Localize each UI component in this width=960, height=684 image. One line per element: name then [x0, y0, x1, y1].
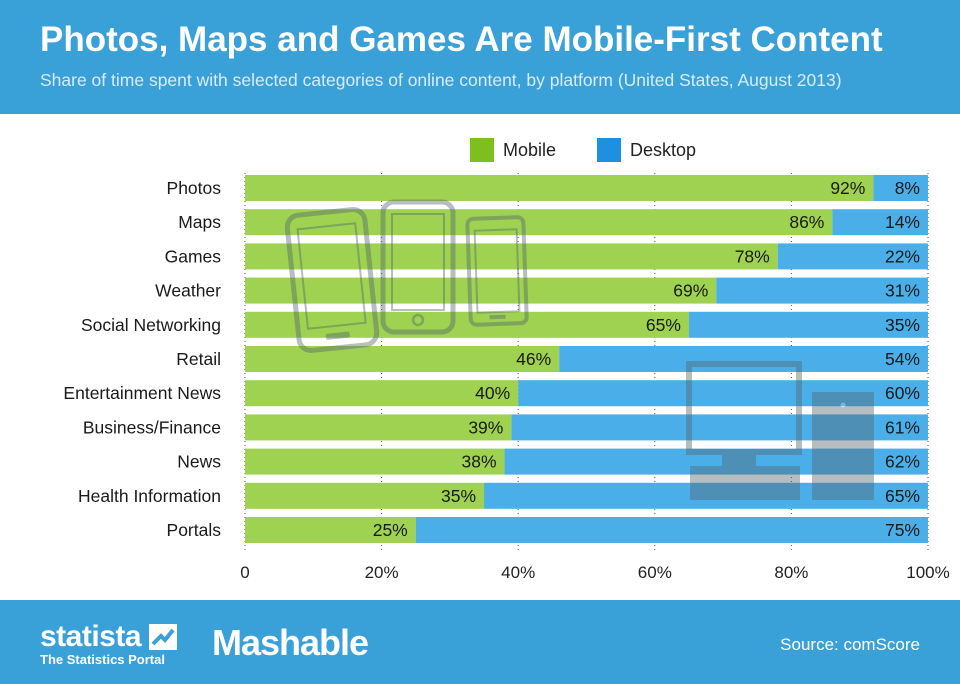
x-tick-label: 80% — [774, 563, 808, 582]
value-label-desktop: 14% — [885, 212, 920, 232]
category-label: Entertainment News — [63, 383, 221, 403]
bar-mobile — [245, 209, 833, 236]
legend-item-desktop: Desktop — [597, 138, 696, 162]
bar-mobile — [245, 448, 505, 475]
bar-mobile — [245, 277, 717, 304]
legend-swatch-mobile — [470, 138, 494, 162]
category-label: Business/Finance — [83, 417, 221, 437]
value-label-mobile: 40% — [475, 383, 510, 403]
bar-mobile — [245, 346, 560, 372]
value-label-mobile: 86% — [789, 212, 824, 232]
legend-label-desktop: Desktop — [630, 139, 697, 160]
value-label-desktop: 61% — [885, 417, 920, 437]
bar-desktop — [511, 414, 928, 441]
header-banner: Photos, Maps and Games Are Mobile-First … — [0, 0, 960, 114]
category-label: Portals — [167, 520, 222, 540]
value-label-mobile: 38% — [462, 452, 497, 472]
bar-desktop — [484, 482, 928, 509]
bar-mobile — [245, 517, 416, 543]
category-label: Games — [165, 246, 222, 266]
bar-desktop — [873, 175, 928, 201]
value-label-desktop: 54% — [885, 349, 920, 369]
category-label: Weather — [155, 281, 221, 301]
value-label-mobile: 35% — [441, 486, 476, 506]
statista-flag-icon — [149, 624, 177, 650]
value-label-mobile: 39% — [468, 417, 503, 437]
category-label: News — [177, 452, 221, 472]
bar-mobile — [245, 243, 778, 270]
mashable-logo: Mashable — [212, 622, 369, 663]
footer-banner: statista The Statistics Portal Mashable … — [0, 600, 960, 684]
statista-tagline: The Statistics Portal — [40, 652, 165, 667]
bar-mobile — [245, 414, 512, 441]
value-label-desktop: 65% — [885, 486, 920, 506]
bar-desktop — [504, 448, 928, 475]
value-label-mobile: 92% — [830, 178, 865, 198]
value-label-desktop: 75% — [885, 520, 920, 540]
bar-layer — [245, 175, 928, 543]
x-tick-label: 60% — [638, 563, 672, 582]
chart-subtitle: Share of time spent with selected catego… — [40, 70, 842, 90]
bar-desktop — [777, 243, 928, 270]
legend-swatch-desktop — [597, 138, 621, 162]
value-label-desktop: 22% — [885, 246, 920, 266]
bar-mobile — [245, 175, 874, 201]
bar-mobile — [245, 380, 519, 407]
value-label-desktop: 62% — [885, 452, 920, 472]
legend-label-mobile: Mobile — [503, 139, 557, 160]
x-tick-label: 20% — [365, 563, 399, 582]
bar-desktop — [415, 517, 928, 543]
value-label-mobile: 78% — [735, 246, 770, 266]
bar-mobile — [245, 311, 689, 338]
value-label-mobile: 65% — [646, 315, 681, 335]
value-label-desktop: 8% — [895, 178, 920, 198]
smartphone-icon — [465, 215, 529, 327]
device-watermark — [284, 199, 874, 500]
bar-desktop — [716, 277, 928, 304]
x-tick-label: 0 — [240, 563, 249, 582]
smartphone-icon — [284, 206, 380, 354]
chart-canvas: 0 20% 40% 60% 80% 100% Photos 92% 8% Maps 86% 14% Ga… — [63, 173, 950, 582]
bar-desktop — [518, 380, 928, 407]
value-label-mobile: 25% — [373, 520, 408, 540]
value-label-desktop: 35% — [885, 315, 920, 335]
value-label-mobile: 69% — [673, 281, 708, 301]
category-label: Social Networking — [81, 315, 221, 335]
value-label-mobile: 46% — [516, 349, 551, 369]
desktop-computer-icon — [686, 361, 874, 500]
statista-logo: statista — [40, 620, 142, 653]
bar-desktop — [832, 209, 928, 236]
legend-item-mobile: Mobile — [470, 138, 556, 162]
x-tick-label: 100% — [906, 563, 949, 582]
bar-desktop — [688, 311, 928, 338]
category-label: Maps — [178, 212, 221, 232]
bar-desktop — [559, 346, 928, 372]
label-layer: 0 20% 40% 60% 80% 100% Photos 92% 8% Maps 86% 14% Ga… — [63, 178, 949, 582]
value-label-desktop: 60% — [885, 383, 920, 403]
x-tick-label: 40% — [501, 563, 535, 582]
category-label: Health Information — [78, 486, 221, 506]
smartphone-icon — [380, 199, 456, 335]
source-note: Source: comScore — [780, 635, 920, 654]
value-label-desktop: 31% — [885, 281, 920, 301]
bar-mobile — [245, 482, 485, 509]
category-label: Photos — [167, 178, 222, 198]
chart-title: Photos, Maps and Games Are Mobile-First … — [40, 20, 883, 59]
category-label: Retail — [176, 349, 221, 369]
